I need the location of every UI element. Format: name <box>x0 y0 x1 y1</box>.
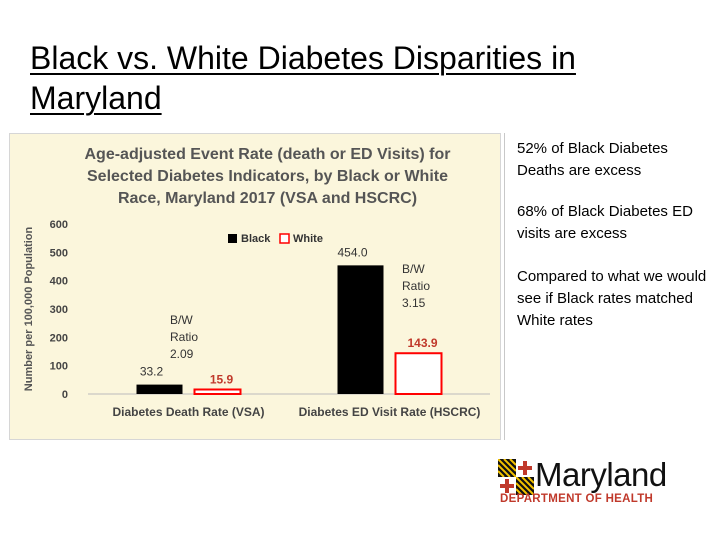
data-label-white: 143.9 <box>407 336 437 350</box>
bar-white-death-rate <box>193 388 242 395</box>
chart-panel: Number per 100,000 Population 0 100 200 300 4… <box>9 133 501 440</box>
legend-swatch-white <box>279 233 290 244</box>
data-label-black: 33.2 <box>140 365 164 379</box>
y-tick-label: 600 <box>50 219 68 231</box>
bw-ratio-annotation: 3.15 <box>402 296 426 310</box>
x-category-label: Diabetes ED Visit Rate (HSCRC) <box>299 405 481 419</box>
bw-ratio-annotation: B/W <box>170 313 193 327</box>
legend-swatch-black <box>228 234 237 243</box>
y-tick-label: 400 <box>50 276 68 288</box>
y-tick-label: 500 <box>50 247 68 259</box>
y-tick-label: 300 <box>50 304 68 316</box>
x-category-label: Diabetes Death Rate (VSA) <box>112 405 264 419</box>
bar-white-ed-visit-rate <box>394 352 443 395</box>
maryland-flag-icon <box>498 459 534 495</box>
data-label-white: 15.9 <box>210 372 234 386</box>
bar-black-ed-visit-rate <box>337 265 384 394</box>
bw-ratio-annotation: 2.09 <box>170 347 194 361</box>
y-tick-label: 100 <box>50 361 68 373</box>
y-axis-title: Number per 100,000 Population <box>23 227 35 392</box>
data-label-black: 454.0 <box>337 245 367 259</box>
y-tick-label: 0 <box>62 389 68 401</box>
mdh-logo: Maryland DEPARTMENT OF HEALTH <box>498 455 688 515</box>
chart-title: Age-adjusted Event Rate (death or ED Vis… <box>84 146 451 207</box>
logo-department: DEPARTMENT OF HEALTH <box>500 493 654 505</box>
legend-label-white: White <box>293 233 323 245</box>
logo-wordmark: Maryland <box>535 456 667 493</box>
note-deaths-excess: 52% of Black Diabetes Deaths are excess <box>517 140 668 179</box>
bw-ratio-annotation: B/W <box>402 262 425 276</box>
y-tick-label: 200 <box>50 332 68 344</box>
bar-black-death-rate <box>136 384 183 394</box>
bw-ratio-annotation: Ratio <box>170 330 198 344</box>
vertical-divider <box>504 133 505 440</box>
note-comparison: Compared to what we would see if Black r… <box>517 268 707 329</box>
slide-title: Black vs. White Diabetes Disparities in … <box>30 40 576 116</box>
bw-ratio-annotation: Ratio <box>402 279 430 293</box>
note-ed-visits-excess: 68% of Black Diabetes ED visits are exce… <box>517 203 693 242</box>
bar-chart: Number per 100,000 Population 0 100 200 300 4… <box>23 219 490 419</box>
legend-label-black: Black <box>241 233 271 245</box>
